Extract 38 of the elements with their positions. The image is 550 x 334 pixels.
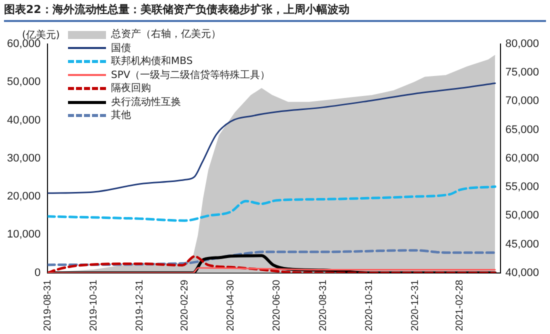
line-series [48,249,496,266]
legend-label: 隔夜回购 [111,82,151,96]
y2-tick-label: 50,000 [505,210,540,222]
y-tick-label: 40,000 [6,114,41,126]
y-tick-label: 0 [34,266,41,279]
y2-tick-label: 45,000 [505,238,540,250]
y2-tick-label: 60,000 [505,152,540,164]
chart-title: 图表22：海外流动性总量：美联储资产负债表稳步扩张，上周小幅波动 [4,2,546,22]
legend-label: 总资产（右轴，亿美元） [111,28,221,42]
y-axis-title: (亿美元) [22,28,60,41]
x-tick-label: 2019-08-31 [42,279,54,332]
legend-label: SPV（一级与二级信贷等特殊工具） [111,68,270,82]
x-tick-label: 2020-12-31 [410,279,421,332]
x-tick-label: 2020-10-31 [364,279,376,332]
x-tick-label: 2021-02-28 [454,279,466,332]
y-tick-label: 50,000 [6,76,41,88]
line-series [48,82,496,194]
y2-tick-label: 80,000 [505,38,540,50]
y-tick-label: 30,000 [6,152,41,164]
y2-tick-label: 70,000 [505,95,540,108]
y2-tick-label: 75,000 [505,66,540,79]
legend-label: 国债 [111,42,131,55]
x-tick-label: 2020-06-30 [271,279,282,332]
y-tick-label: 60,000 [6,38,41,50]
y-tick-label: 20,000 [6,190,41,203]
y2-tick-label: 40,000 [505,266,540,279]
y-tick-label: 10,000 [6,228,41,241]
line-series [48,185,496,222]
y2-tick-label: 55,000 [505,181,540,194]
legend-label: 央行流动性互换 [111,96,181,109]
x-tick-label: 2020-04-30 [225,279,236,332]
x-tick-label: 2019-12-31 [134,279,146,332]
x-tick-label: 2019-10-31 [88,279,100,332]
y2-tick-label: 65,000 [505,124,540,136]
x-tick-label: 2020-02-29 [179,279,190,332]
x-tick-label: 2020-08-31 [318,279,330,332]
legend-label: 其他 [111,109,131,122]
legend-label: 联邦机构债和MBS [111,55,193,68]
